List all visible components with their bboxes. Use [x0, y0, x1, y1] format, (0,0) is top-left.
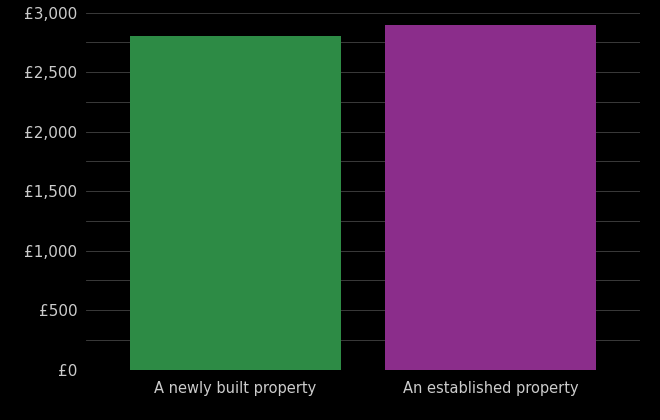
Bar: [130, 37, 341, 370]
Bar: [385, 24, 596, 370]
